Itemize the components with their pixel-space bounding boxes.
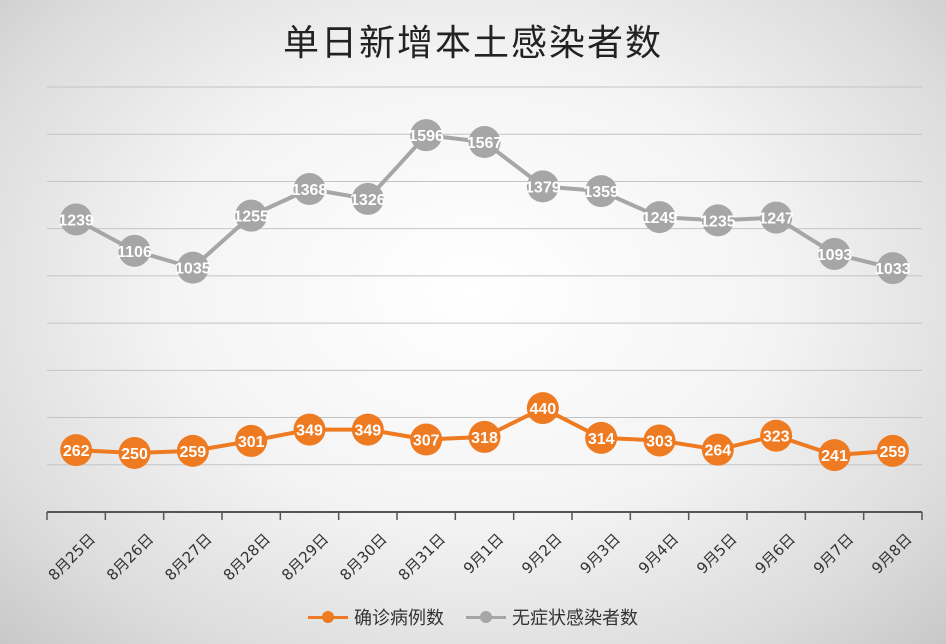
- data-label: 314: [588, 431, 615, 448]
- data-point[interactable]: [410, 119, 443, 152]
- data-point[interactable]: [351, 182, 384, 215]
- data-label: 1359: [583, 184, 619, 201]
- x-tick-label: 9月2日: [518, 530, 565, 577]
- data-point[interactable]: [118, 234, 151, 267]
- x-tick-label: 9月7日: [810, 530, 857, 577]
- legend-swatch-asymptomatic: [466, 609, 506, 625]
- data-label: 250: [121, 446, 148, 463]
- data-label: 440: [529, 401, 556, 418]
- data-point[interactable]: [760, 201, 793, 234]
- x-tick-label: 9月5日: [693, 530, 740, 577]
- data-point[interactable]: [60, 203, 93, 236]
- data-label: 1239: [58, 212, 94, 229]
- data-point[interactable]: [526, 170, 559, 203]
- data-label: 1033: [875, 261, 911, 278]
- data-label: 1326: [350, 192, 386, 209]
- data-label: 318: [471, 430, 498, 447]
- data-label: 1368: [292, 182, 328, 199]
- data-label: 303: [646, 433, 673, 450]
- legend-swatch-confirmed: [308, 609, 348, 625]
- data-point[interactable]: [235, 424, 268, 457]
- data-point[interactable]: [176, 251, 209, 284]
- x-tick-label: 8月27日: [161, 530, 215, 584]
- x-tick-label: 9月6日: [751, 530, 798, 577]
- data-point[interactable]: [60, 434, 93, 467]
- data-point[interactable]: [585, 175, 618, 208]
- data-label: 1249: [642, 210, 678, 227]
- data-point[interactable]: [526, 392, 559, 425]
- data-label: 1596: [408, 128, 444, 145]
- data-point[interactable]: [643, 201, 676, 234]
- data-point[interactable]: [293, 413, 326, 446]
- data-label: 349: [354, 423, 381, 440]
- x-tick-label: 9月3日: [576, 530, 623, 577]
- series-0: 262 250 259 301 349 349 307 318 440 314 303 264 323 2…: [60, 392, 909, 472]
- data-point[interactable]: [468, 420, 501, 453]
- legend-item-confirmed[interactable]: 确诊病例数: [308, 604, 444, 630]
- x-axis: 8月25日 8月26日 8月27日 8月28日 8月29日 8月30日 8月31日 9月1日 9…: [45, 511, 923, 584]
- data-label: 1379: [525, 179, 561, 196]
- legend-item-asymptomatic[interactable]: 无症状感染者数: [466, 604, 638, 630]
- data-point[interactable]: [585, 421, 618, 454]
- x-tick-label: 8月31日: [395, 530, 449, 584]
- data-label: 323: [763, 429, 790, 446]
- data-label: 1235: [700, 213, 736, 230]
- legend-label-confirmed: 确诊病例数: [354, 608, 444, 629]
- data-label: 1255: [233, 209, 269, 226]
- data-point[interactable]: [876, 434, 909, 467]
- x-tick-label: 8月26日: [103, 530, 157, 584]
- data-label: 259: [179, 444, 206, 461]
- data-point[interactable]: [701, 204, 734, 237]
- data-point[interactable]: [410, 423, 443, 456]
- data-label: 241: [821, 448, 848, 465]
- data-label: 1093: [817, 247, 853, 264]
- data-point[interactable]: [876, 252, 909, 285]
- series-1: 1239 1106 1035 1255 1368 1326 1596 1567 1379 1359…: [58, 119, 911, 285]
- data-label: 301: [238, 434, 265, 451]
- x-tick-label: 8月28日: [220, 530, 274, 584]
- data-label: 264: [704, 443, 731, 460]
- data-point[interactable]: [176, 434, 209, 467]
- x-tick-label: 8月29日: [278, 530, 332, 584]
- data-point[interactable]: [701, 433, 734, 466]
- data-label: 1247: [758, 211, 794, 228]
- legend-label-asymptomatic: 无症状感染者数: [512, 608, 638, 629]
- x-tick-label: 9月8日: [868, 530, 915, 577]
- series-layer: 262 250 259 301 349 349 307 318 440 314 303 264 323 2…: [58, 119, 911, 472]
- x-tick-label: 8月30日: [336, 530, 390, 584]
- data-point[interactable]: [760, 419, 793, 452]
- data-label: 1035: [175, 261, 211, 278]
- data-point[interactable]: [118, 436, 151, 469]
- data-label: 259: [879, 444, 906, 461]
- data-point[interactable]: [351, 413, 384, 446]
- data-point[interactable]: [818, 237, 851, 270]
- x-tick-label: 8月25日: [45, 530, 99, 584]
- data-label: 1567: [467, 135, 503, 152]
- x-tick-label: 9月4日: [635, 530, 682, 577]
- x-tick-label: 9月1日: [460, 530, 507, 577]
- data-point[interactable]: [818, 439, 851, 472]
- data-label: 1106: [117, 244, 152, 261]
- legend: 确诊病例数 无症状感染者数: [0, 604, 946, 630]
- data-label: 262: [63, 443, 90, 460]
- data-point[interactable]: [643, 424, 676, 457]
- data-label: 349: [296, 423, 323, 440]
- data-point[interactable]: [293, 173, 326, 205]
- chart-title: 单日新增本土感染者数: [282, 23, 663, 64]
- data-point[interactable]: [468, 126, 501, 159]
- data-point[interactable]: [235, 199, 268, 232]
- data-label: 307: [413, 433, 440, 450]
